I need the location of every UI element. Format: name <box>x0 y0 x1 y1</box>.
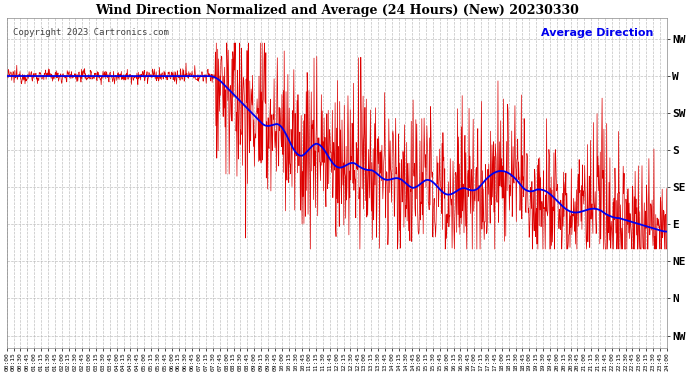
Text: Copyright 2023 Cartronics.com: Copyright 2023 Cartronics.com <box>13 28 169 37</box>
Title: Wind Direction Normalized and Average (24 Hours) (New) 20230330: Wind Direction Normalized and Average (2… <box>95 4 579 17</box>
Text: Average Direction: Average Direction <box>541 28 653 38</box>
